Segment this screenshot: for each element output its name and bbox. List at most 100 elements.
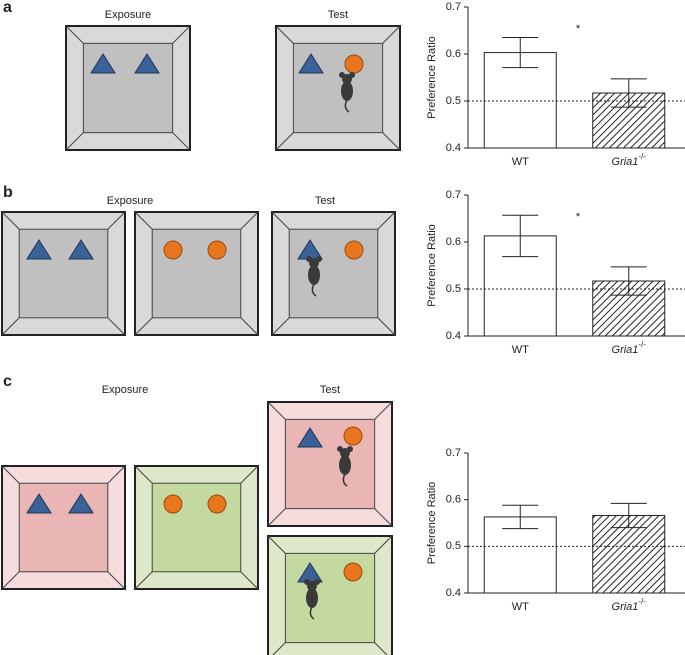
arena-corner: [377, 211, 396, 230]
y-tick-label: 0.4: [446, 142, 461, 154]
circle-object: [207, 240, 227, 260]
arena-corner: [240, 465, 259, 484]
circle-object: [163, 240, 183, 260]
arena-corner: [240, 211, 259, 230]
arena-corner: [374, 508, 393, 527]
arena-corner: [377, 317, 396, 336]
x-tick-label: Gria1-/-: [612, 597, 647, 613]
mouse-tail: [342, 473, 348, 487]
test-label: Test: [315, 195, 335, 207]
arena-corner: [1, 465, 20, 484]
mouse-ear: [337, 446, 343, 452]
arena-corner: [1, 571, 20, 590]
panel-letter: b: [3, 184, 13, 201]
y-tick-label: 0.4: [446, 330, 461, 342]
x-tick-label: WT: [512, 601, 529, 613]
category-name: WT: [512, 601, 529, 613]
x-tick-label: Gria1-/-: [612, 340, 647, 356]
arena-corner: [267, 535, 286, 554]
arena-floor: [82, 42, 174, 134]
triangle-object: [26, 239, 52, 260]
arena-corner: [374, 642, 388, 655]
panel-letter: a: [3, 0, 12, 16]
arena-corner: [134, 465, 153, 484]
circle-object: [344, 240, 364, 260]
arena-corner: [1, 211, 20, 230]
y-axis-label: Preference Ratio: [426, 482, 438, 565]
mouse-ear: [349, 72, 355, 78]
arena-corner: [271, 211, 290, 230]
test-label: Test: [320, 384, 340, 396]
y-tick-label: 0.6: [446, 494, 461, 506]
category-superscript: -/-: [638, 597, 646, 606]
bar: [483, 52, 557, 149]
circle-object: [207, 494, 227, 514]
arena-corner: [275, 132, 294, 151]
bar: [592, 515, 666, 594]
triangle-object: [68, 239, 94, 260]
mouse-ear: [304, 579, 310, 585]
mouse-ear: [306, 256, 312, 262]
arena-corner: [374, 535, 393, 554]
arena-corner: [172, 25, 191, 44]
category-name: Gria1: [612, 344, 639, 356]
triangle-object: [134, 53, 160, 74]
x-tick-label: WT: [512, 344, 529, 356]
arena-corner: [275, 25, 294, 44]
arena-floor: [18, 482, 109, 573]
mouse-ear: [316, 256, 322, 262]
arena-corner: [134, 211, 153, 230]
bar: [483, 516, 557, 594]
triangle-object: [68, 493, 94, 514]
arena-corner: [107, 211, 126, 230]
arena-corner: [172, 132, 191, 151]
y-tick-label: 0.5: [446, 283, 461, 295]
arena-corner: [134, 317, 153, 336]
arena-corner: [272, 642, 286, 655]
arena-corner: [1, 317, 20, 336]
arena-corner: [374, 401, 393, 420]
mouse-body: [306, 588, 318, 608]
arena-corner: [267, 401, 286, 420]
arena-corner: [107, 571, 126, 590]
arena-corner: [134, 571, 153, 590]
category-name: Gria1: [612, 156, 639, 168]
arena-corner: [107, 317, 126, 336]
arena-floor: [151, 482, 242, 573]
circle-object: [344, 54, 364, 74]
y-axis-label: Preference Ratio: [426, 224, 438, 307]
arena-corner: [382, 132, 401, 151]
arena-floor: [292, 42, 384, 134]
triangle-object: [26, 493, 52, 514]
y-tick-label: 0.6: [446, 236, 461, 248]
mouse-body: [308, 265, 320, 285]
category-superscript: -/-: [638, 152, 646, 161]
exposure-label: Exposure: [102, 384, 148, 396]
mouse-tail: [309, 606, 315, 620]
y-tick-label: 0.7: [446, 447, 461, 459]
y-axis-label: Preference Ratio: [426, 36, 438, 119]
y-tick-label: 0.7: [446, 1, 461, 13]
circle-object: [343, 562, 363, 582]
mouse-body: [341, 81, 353, 101]
category-name: WT: [512, 156, 529, 168]
mouse-ear: [347, 446, 353, 452]
arena-corner: [267, 508, 286, 527]
arena-corner: [382, 25, 401, 44]
arena-floor: [288, 228, 379, 319]
arena-corner: [271, 317, 290, 336]
arena-corner: [240, 317, 259, 336]
category-name: WT: [512, 344, 529, 356]
x-tick-label: Gria1-/-: [612, 152, 647, 168]
triangle-object: [90, 53, 116, 74]
test-label: Test: [328, 9, 348, 21]
arena-corner: [107, 465, 126, 484]
exposure-label: Exposure: [107, 195, 153, 207]
triangle-object: [297, 427, 323, 448]
category-superscript: -/-: [638, 340, 646, 349]
exposure-label: Exposure: [105, 9, 151, 21]
arena-floor: [151, 228, 242, 319]
panel-letter: c: [3, 373, 12, 390]
y-tick-label: 0.6: [446, 48, 461, 60]
arena-floor: [284, 552, 376, 644]
